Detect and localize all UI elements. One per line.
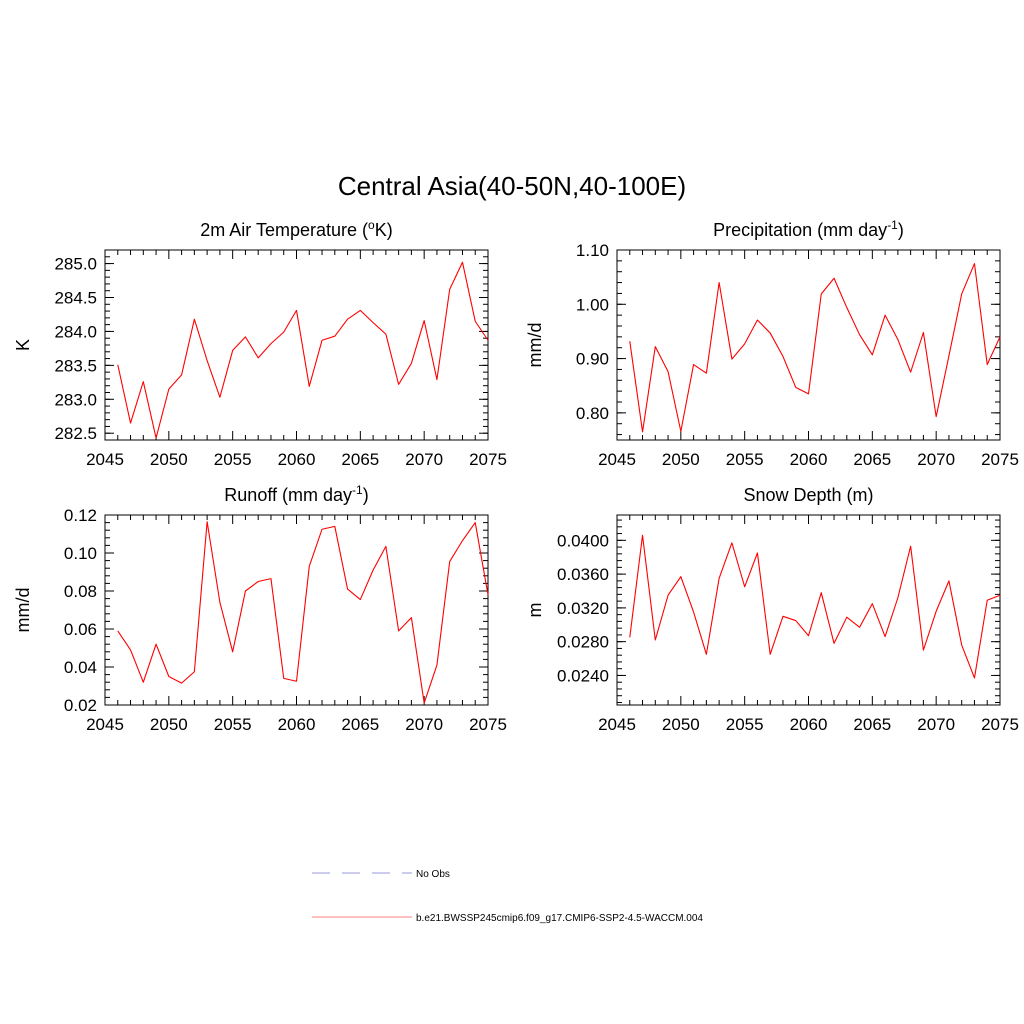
panel-title-end: ) — [363, 485, 369, 505]
y-tick-label: 0.80 — [576, 404, 609, 423]
x-tick-label: 2045 — [598, 450, 636, 469]
panel-title-text: Snow Depth (m) — [743, 485, 873, 505]
y-tick-label: 0.0320 — [557, 599, 609, 618]
x-tick-label: 2065 — [341, 450, 379, 469]
panel-title-text: Precipitation (mm day — [713, 220, 887, 240]
y-tick-label: 283.5 — [54, 356, 97, 375]
y-axis-label: m — [525, 603, 545, 618]
x-tick-label: 2075 — [981, 715, 1019, 734]
y-tick-label: 0.0400 — [557, 531, 609, 550]
panel-precipitation: Precipitation (mm day-1) mm/d 2045 2050 2055… — [525, 218, 1019, 469]
x-tick-label: 2065 — [341, 715, 379, 734]
legend-label-no-obs: No Obs — [416, 869, 450, 880]
x-tick-label: 2065 — [853, 715, 891, 734]
panel-title-text: Runoff (mm day — [224, 485, 352, 505]
y-tick-label: 0.12 — [64, 506, 97, 525]
y-tick-label: 284.5 — [54, 289, 97, 308]
x-tick-label: 2060 — [278, 450, 316, 469]
x-tick-label: 2050 — [662, 450, 700, 469]
y-tick-label: 0.06 — [64, 620, 97, 639]
x-tick-label: 2045 — [86, 715, 124, 734]
x-tick-label: 2075 — [469, 450, 507, 469]
panel-title-superscript: -1 — [352, 483, 363, 497]
x-tick-label: 2075 — [469, 715, 507, 734]
panel-title: Runoff (mm day-1) — [224, 483, 368, 505]
series-line-snow-depth — [629, 534, 1001, 679]
x-tick-label: 2050 — [150, 450, 188, 469]
x-tick-label: 2075 — [981, 450, 1019, 469]
legend: No Obs b.e21.BWSSP245cmip6.f09_g17.CMIP6-… — [312, 869, 703, 924]
x-tick-label: 2070 — [917, 715, 955, 734]
y-tick-label: 0.02 — [64, 696, 97, 715]
x-tick-label: 2055 — [726, 715, 764, 734]
y-tick-label: 0.08 — [64, 582, 97, 601]
panel-title-end: K) — [375, 220, 393, 240]
series-line-air-temperature — [117, 261, 489, 439]
x-tick-label: 2055 — [214, 715, 252, 734]
x-tick-label: 2045 — [86, 450, 124, 469]
x-tick-label: 2060 — [790, 715, 828, 734]
legend-label-model: b.e21.BWSSP245cmip6.f09_g17.CMIP6-SSP2-4… — [416, 913, 703, 924]
y-tick-label: 1.10 — [576, 241, 609, 260]
y-tick-label: 284.0 — [54, 322, 97, 341]
x-tick-label: 2070 — [405, 715, 443, 734]
panel-title-superscript: -1 — [887, 218, 898, 232]
panel-title-text: 2m Air Temperature ( — [200, 220, 368, 240]
panel-title-end: ) — [898, 220, 904, 240]
x-tick-label: 2050 — [150, 715, 188, 734]
panel-runoff: Runoff (mm day-1) mm/d 2045 2050 2055 2060 206… — [13, 483, 507, 734]
y-tick-label: 0.0280 — [557, 633, 609, 652]
panel-title: Precipitation (mm day-1) — [713, 218, 904, 240]
y-tick-label: 0.04 — [64, 658, 97, 677]
y-axis-label: K — [13, 339, 33, 351]
panel-air-temperature: 2m Air Temperature (oK) K 2045 2050 2055 2060… — [13, 218, 507, 469]
x-tick-label: 2045 — [598, 715, 636, 734]
y-tick-label: 1.00 — [576, 295, 609, 314]
y-tick-label: 0.10 — [64, 544, 97, 563]
x-tick-label: 2070 — [405, 450, 443, 469]
series-line-precipitation — [629, 263, 1001, 433]
x-tick-label: 2050 — [662, 715, 700, 734]
y-tick-label: 0.0360 — [557, 565, 609, 584]
y-tick-label: 283.0 — [54, 390, 97, 409]
panel-snow-depth: Snow Depth (m) m 2045 2050 2055 2060 2065 2070 2… — [525, 485, 1019, 734]
y-axis-label: mm/d — [13, 588, 33, 633]
panel-title-superscript: o — [368, 218, 375, 232]
y-tick-label: 0.90 — [576, 350, 609, 369]
y-tick-label: 282.5 — [54, 424, 97, 443]
x-tick-label: 2055 — [214, 450, 252, 469]
series-line-runoff — [117, 521, 489, 704]
x-tick-label: 2065 — [853, 450, 891, 469]
x-tick-label: 2055 — [726, 450, 764, 469]
x-tick-label: 2070 — [917, 450, 955, 469]
panel-title: 2m Air Temperature (oK) — [200, 218, 392, 240]
x-tick-label: 2060 — [278, 715, 316, 734]
y-tick-label: 285.0 — [54, 255, 97, 274]
figure-title: Central Asia(40-50N,40-100E) — [338, 171, 686, 201]
x-tick-label: 2060 — [790, 450, 828, 469]
panel-title: Snow Depth (m) — [743, 485, 873, 505]
y-tick-label: 0.0240 — [557, 666, 609, 685]
y-axis-label: mm/d — [525, 323, 545, 368]
